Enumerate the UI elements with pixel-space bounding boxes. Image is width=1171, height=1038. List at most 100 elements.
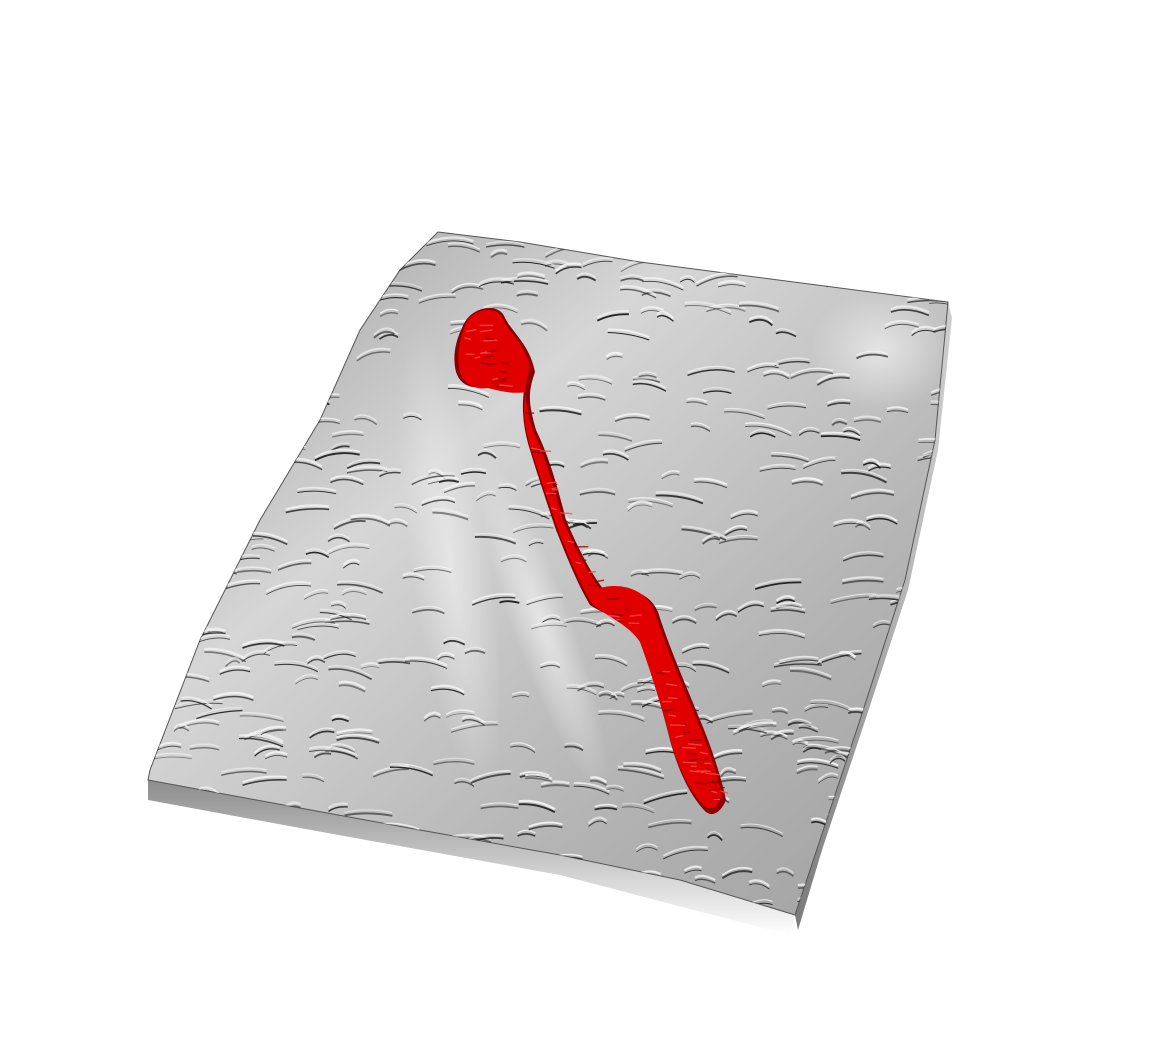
ridge-line	[770, 609, 806, 614]
ridge-highlight	[289, 257, 327, 268]
ridge-line	[535, 233, 556, 241]
ridge-highlight	[552, 890, 573, 898]
ridge-highlight	[855, 801, 883, 809]
ridge-line	[947, 515, 948, 524]
ridge-line	[901, 876, 940, 883]
ridge-line	[413, 569, 452, 573]
ridge-line	[897, 847, 924, 852]
ridge-highlight	[802, 456, 836, 467]
ridge-highlight	[512, 258, 555, 266]
ridge-highlight	[478, 277, 515, 285]
ridge-line	[407, 868, 427, 873]
ridge-line	[511, 695, 530, 698]
ridge-highlight	[510, 867, 526, 873]
ridge-highlight	[249, 732, 284, 743]
ridge-line	[762, 683, 781, 688]
ridge-line	[360, 666, 380, 669]
ridge-line	[573, 785, 610, 795]
ridge-line	[226, 901, 266, 910]
ridge-highlight	[594, 653, 628, 665]
corridor-texture-line	[534, 451, 545, 454]
ridge-line	[606, 788, 625, 792]
ridge-highlight	[389, 909, 423, 915]
ridge-line	[304, 872, 335, 879]
ridge-line	[327, 546, 370, 556]
ridge-highlight	[701, 533, 721, 542]
ridge-highlight	[253, 336, 274, 343]
ridge-highlight	[401, 862, 423, 869]
ridge-highlight	[148, 472, 180, 480]
corridor-texture-line	[682, 761, 697, 764]
ridge-highlight	[162, 302, 201, 311]
ridge-line	[790, 670, 832, 681]
ridge-highlight	[953, 525, 999, 528]
ridge-line	[526, 597, 563, 606]
ridge-line	[717, 284, 746, 288]
ridge-line	[297, 490, 337, 495]
ridge-line	[643, 792, 688, 805]
corridor-texture-line	[699, 757, 710, 762]
ridge-line	[254, 748, 280, 757]
ridge-line	[684, 304, 732, 315]
ridge-highlight	[252, 531, 288, 543]
ridge-highlight	[905, 756, 935, 763]
ridge-highlight	[516, 289, 539, 294]
ridge-highlight	[212, 691, 254, 699]
ridge-highlight	[443, 481, 476, 491]
ridge-highlight	[306, 655, 326, 662]
ridge-highlight	[291, 632, 316, 638]
ridge-line	[253, 339, 273, 346]
ridge-line	[567, 384, 585, 391]
ridge-highlight	[470, 770, 511, 781]
ridge-line	[498, 902, 544, 915]
ridge-line	[225, 238, 246, 245]
corridor-texture-line	[681, 746, 696, 749]
ridge-highlight	[614, 413, 650, 420]
ridge-highlight	[724, 525, 748, 534]
ridge-line	[576, 275, 597, 282]
ridge-highlight	[582, 548, 606, 554]
ridge-line	[210, 908, 229, 915]
ridge-highlight	[901, 873, 940, 880]
ridge-line	[706, 307, 746, 313]
corridor-texture-line	[588, 570, 596, 574]
ridge-highlight	[261, 838, 281, 844]
ridge-line	[579, 907, 597, 912]
ridge-line	[564, 745, 584, 752]
corridor-texture-line	[474, 356, 481, 359]
ridge-line	[609, 694, 625, 700]
corridor-texture-line	[540, 450, 552, 452]
ridge-highlight	[890, 305, 930, 314]
ridge-line	[350, 517, 391, 527]
ridge-line	[242, 779, 287, 786]
ridge-highlight	[482, 879, 502, 885]
ridge-line	[578, 378, 613, 385]
ridge-line	[692, 663, 730, 674]
ridge-highlight	[598, 690, 618, 698]
ridge-line	[862, 462, 882, 469]
ridge-line	[423, 715, 441, 722]
ridge-line	[813, 888, 832, 893]
ridge-highlight	[580, 457, 609, 466]
ridge-highlight	[211, 304, 252, 314]
ridge-highlight	[344, 809, 393, 814]
ridge-highlight	[790, 367, 834, 377]
ridge-line	[451, 286, 484, 294]
ridge-line	[951, 721, 988, 725]
ridge-line	[354, 417, 378, 425]
ridge-line	[749, 432, 776, 438]
ridge-line	[342, 591, 367, 596]
ridge-highlight	[761, 679, 782, 685]
ridge-line	[733, 725, 777, 735]
ridge-line	[471, 596, 516, 606]
ridge-line	[637, 689, 656, 693]
corridor-texture-line	[495, 385, 504, 388]
ridge-highlight	[447, 384, 490, 396]
corridor-texture-line	[700, 770, 707, 774]
ridge-line	[379, 311, 399, 318]
ridge-highlight	[856, 350, 889, 356]
corridor-texture-line	[705, 772, 720, 776]
corridor-texture-line	[464, 337, 471, 341]
ridge-line	[886, 410, 909, 414]
ridge-line	[156, 346, 184, 354]
